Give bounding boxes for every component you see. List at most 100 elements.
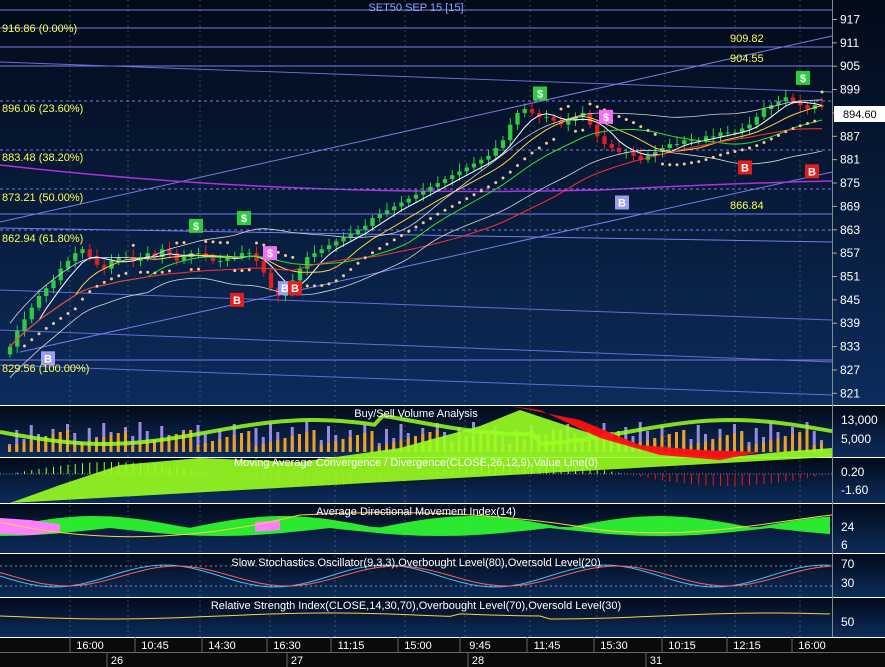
date-tick-label: 28 xyxy=(472,655,484,667)
trend-channel-lines xyxy=(0,9,833,396)
sar-dot xyxy=(392,238,396,242)
signal-label: $ xyxy=(267,248,273,260)
volume-bar xyxy=(812,431,816,452)
sar-dot xyxy=(617,114,621,118)
volume-bar xyxy=(356,435,359,452)
sar-dot xyxy=(675,163,679,167)
signal-marker xyxy=(41,351,55,366)
candle-body xyxy=(348,233,353,238)
volume-bar xyxy=(377,446,381,452)
sar-dot xyxy=(168,269,171,273)
fib-label: 862.94 (61.80%) xyxy=(2,233,83,245)
candle-body xyxy=(703,136,709,141)
signal-label: $ xyxy=(241,213,247,225)
signal-marker xyxy=(263,246,277,261)
time-tick-label: 9:45 xyxy=(469,640,490,652)
price-tick-label: 851 xyxy=(840,269,860,283)
candle-body xyxy=(80,249,85,254)
volume-bar xyxy=(762,442,765,452)
candle-body xyxy=(363,225,368,230)
candle-body xyxy=(776,101,781,106)
sar-dot xyxy=(233,269,237,273)
candle-body xyxy=(305,257,310,269)
volume-bar xyxy=(189,430,193,452)
stochastic-layer xyxy=(0,564,832,588)
time-tick-label: 12:15 xyxy=(733,640,761,652)
candle-body xyxy=(754,116,759,125)
sar-dot xyxy=(262,243,266,247)
sar-dot xyxy=(581,128,585,132)
signal-label: B xyxy=(741,162,749,174)
volume-bar xyxy=(15,430,19,452)
signal-label: $ xyxy=(193,221,199,233)
sar-dot xyxy=(574,129,577,133)
volume-bar xyxy=(51,434,55,452)
sar-dot xyxy=(777,134,780,138)
fib-label: 916.86 (0.00%) xyxy=(2,23,77,35)
signal-label: $ xyxy=(800,73,806,85)
sar-dot xyxy=(711,155,715,159)
sar-dot xyxy=(52,321,55,325)
price-tick-label: 821 xyxy=(840,386,860,400)
sar-dot xyxy=(748,146,751,150)
volume-bar xyxy=(711,439,715,452)
candle-body xyxy=(711,136,716,138)
volume-bar xyxy=(269,423,272,452)
sar-dot xyxy=(291,255,295,259)
rsi-layer xyxy=(0,612,831,620)
sar-dot xyxy=(197,267,200,271)
sar-dot xyxy=(30,338,34,342)
volume-bar xyxy=(392,442,396,452)
candle-body xyxy=(761,109,767,117)
candle-body xyxy=(442,179,448,184)
volume-tick: 13,000 xyxy=(841,413,878,427)
volume-bar xyxy=(406,438,410,452)
sar-dot xyxy=(276,250,280,254)
volume-bar xyxy=(653,438,657,452)
moving-average-line xyxy=(9,128,823,347)
sar-dot xyxy=(204,239,208,243)
time-tick-label: 10:15 xyxy=(668,640,696,652)
candle-body xyxy=(486,155,491,160)
candle-body xyxy=(421,190,426,195)
sar-dot xyxy=(175,241,179,245)
signal-label: B xyxy=(281,283,289,295)
volume-bar xyxy=(733,433,736,452)
stochastic-panel xyxy=(0,553,885,597)
last-price-label: 894.60 xyxy=(843,109,877,121)
candle-body xyxy=(261,260,266,273)
adx-layer xyxy=(0,512,833,538)
volume-bar xyxy=(370,431,374,452)
volume-bar xyxy=(232,435,236,452)
volume-bar xyxy=(87,428,91,452)
price-tick-label: 827 xyxy=(840,363,860,377)
time-tick-label: 11:15 xyxy=(338,640,365,652)
candle-body xyxy=(493,147,498,156)
sar-dot xyxy=(95,284,99,288)
candle-body xyxy=(471,163,477,168)
signal-label: B xyxy=(618,198,626,210)
candle-body xyxy=(399,202,404,207)
sar-dot xyxy=(646,128,650,132)
candle-body xyxy=(73,253,78,261)
stochastic-title: Slow Stochastics Oscillator(9,3,3),Overb… xyxy=(231,557,600,569)
candle-body xyxy=(653,151,658,156)
adx-tick: 6 xyxy=(841,538,848,552)
volume-bar xyxy=(73,445,77,452)
volume-bar xyxy=(138,422,142,452)
sar-dot xyxy=(653,132,657,136)
volume-bar xyxy=(667,434,671,452)
price-axis: 9179119058998938878818758698638578518458… xyxy=(832,12,860,400)
sar-dot xyxy=(327,282,331,286)
sar-dot xyxy=(458,201,461,204)
sar-dot xyxy=(639,125,643,129)
sar-dot xyxy=(682,162,686,166)
volume-bar xyxy=(696,425,700,452)
sar-dot xyxy=(726,151,730,155)
candle-body xyxy=(595,124,600,137)
volume-bar xyxy=(261,444,265,452)
sar-dot xyxy=(44,326,48,330)
macd-tick: -1.60 xyxy=(841,483,869,497)
